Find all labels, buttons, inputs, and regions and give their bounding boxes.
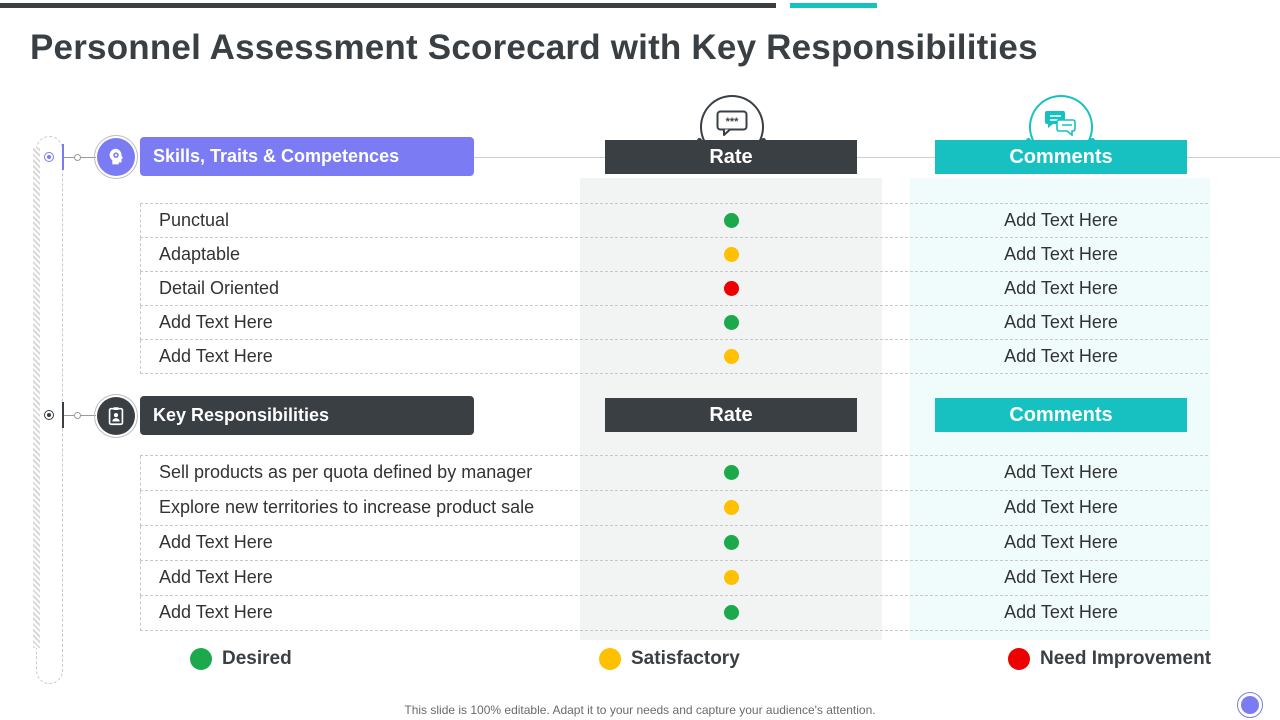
section2-rate-header: Rate (605, 398, 857, 432)
top-accent-bar-dark (0, 3, 776, 8)
table-row: Explore new territories to increase prod… (140, 491, 1208, 526)
row-label: Add Text Here (159, 602, 273, 622)
legend-satisfactory-dot (599, 648, 621, 670)
section2-label: Key Responsibilities (140, 396, 474, 435)
row-label: Explore new territories to increase prod… (159, 497, 535, 517)
row-comment: Add Text Here (1004, 312, 1118, 332)
row-comment: Add Text Here (1004, 278, 1118, 298)
section2-marker-bar (62, 402, 64, 428)
svg-text:***: *** (726, 116, 740, 128)
row-comment: Add Text Here (1004, 462, 1118, 482)
status-dot (724, 247, 739, 262)
section1-marker-bar (62, 144, 64, 170)
status-dot (724, 315, 739, 330)
status-dot (724, 500, 739, 515)
legend-need-improvement-label: Need Improvement (1040, 648, 1212, 669)
section2-table-top-border (140, 455, 1208, 456)
row-comment: Add Text Here (1004, 244, 1118, 264)
top-accent-bar-teal (790, 3, 877, 8)
chat-bubbles-icon (1045, 108, 1077, 141)
row-label: Add Text Here (159, 532, 273, 552)
slide-nav-button[interactable] (1237, 692, 1263, 718)
section1-comments-header: Comments (935, 140, 1187, 174)
row-comment: Add Text Here (1004, 497, 1118, 517)
page-title: Personnel Assessment Scorecard with Key … (30, 28, 1038, 67)
table-row: Add Text Here Add Text Here (140, 561, 1208, 596)
status-dot (724, 281, 739, 296)
row-comment: Add Text Here (1004, 532, 1118, 552)
legend-desired-dot (190, 648, 212, 670)
table-row: Add Text Here Add Text Here (140, 596, 1208, 631)
status-dot (724, 349, 739, 364)
row-label: Add Text Here (159, 312, 273, 332)
clipboard-person-icon (97, 397, 135, 435)
section1-table-top-border (140, 203, 1208, 204)
section1-rate-header: Rate (605, 140, 857, 174)
table-row: Sell products as per quota defined by ma… (140, 456, 1208, 491)
legend-need-improvement: Need Improvement (1008, 648, 1211, 670)
row-comment: Add Text Here (1004, 567, 1118, 587)
chat-stars-icon: *** (716, 110, 748, 141)
section2-icon-ring (94, 394, 138, 438)
legend-desired-label: Desired (222, 648, 292, 669)
table-row: Add Text Here Add Text Here (140, 340, 1208, 374)
row-comment: Add Text Here (1004, 346, 1118, 366)
row-comment: Add Text Here (1004, 210, 1118, 230)
timeline-marker-1 (44, 152, 54, 162)
status-dot (724, 535, 739, 550)
status-dot (724, 570, 739, 585)
legend-satisfactory-label: Satisfactory (631, 648, 740, 669)
table-row: Add Text Here Add Text Here (140, 306, 1208, 340)
section2-comments-header: Comments (935, 398, 1187, 432)
table-row: Detail Oriented Add Text Here (140, 272, 1208, 306)
row-comment: Add Text Here (1004, 602, 1118, 622)
section1-icon-ring (94, 135, 138, 179)
gear-head-icon (97, 138, 135, 176)
table-row: Punctual Add Text Here (140, 204, 1208, 238)
row-label: Sell products as per quota defined by ma… (159, 462, 533, 482)
status-dot (724, 213, 739, 228)
legend-desired: Desired (190, 648, 292, 670)
row-label: Add Text Here (159, 567, 273, 587)
row-label: Detail Oriented (159, 278, 280, 298)
timeline-marker-2 (44, 410, 54, 420)
row-label: Adaptable (159, 244, 241, 264)
table-row: Adaptable Add Text Here (140, 238, 1208, 272)
row-label: Add Text Here (159, 346, 273, 366)
row-label: Punctual (159, 210, 230, 230)
section1-label: Skills, Traits & Competences (140, 137, 474, 176)
section1-connector-dot (74, 154, 81, 161)
legend-satisfactory: Satisfactory (599, 648, 740, 670)
status-dot (724, 605, 739, 620)
slide-nav-dot (1241, 696, 1259, 714)
timeline-hatch (33, 148, 40, 648)
table-row: Add Text Here Add Text Here (140, 526, 1208, 561)
footer-note: This slide is 100% editable. Adapt it to… (404, 703, 876, 717)
section2-connector-dot (74, 412, 81, 419)
legend-need-improvement-dot (1008, 648, 1030, 670)
status-dot (724, 465, 739, 480)
